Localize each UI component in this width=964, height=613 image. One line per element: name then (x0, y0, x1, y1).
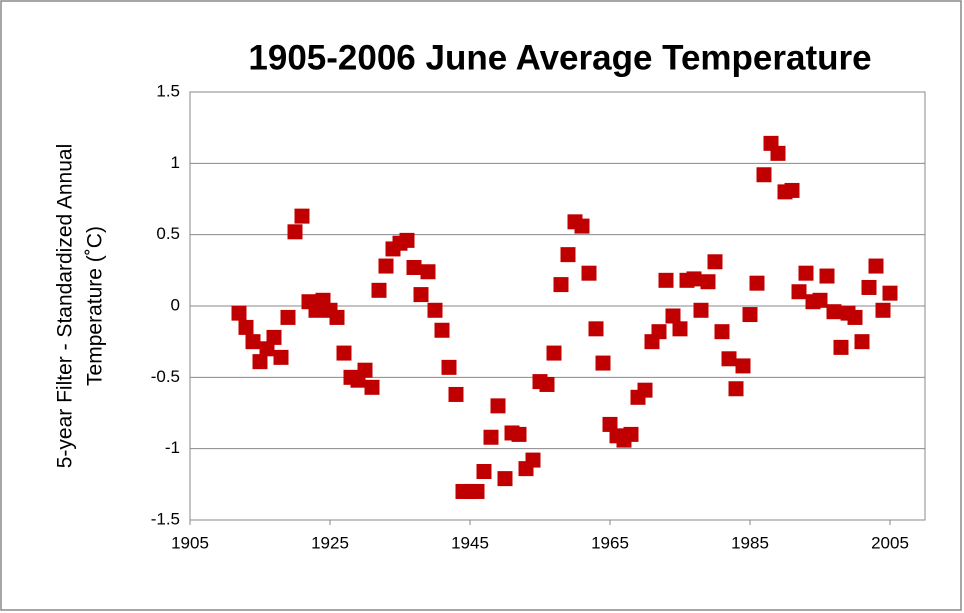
point (602, 416, 618, 432)
point (637, 382, 653, 398)
point (560, 247, 576, 263)
point (847, 309, 863, 325)
point (245, 334, 261, 350)
point (721, 351, 737, 367)
point (833, 339, 849, 355)
point (413, 287, 429, 303)
y-tick-label: 0 (171, 295, 180, 314)
point (420, 264, 436, 280)
point (742, 307, 758, 323)
point (280, 309, 296, 325)
y-tick-label: -1.5 (151, 509, 180, 528)
point (448, 386, 464, 402)
point (371, 282, 387, 298)
point (406, 259, 422, 275)
point (798, 265, 814, 281)
y-tick-label: -1 (165, 438, 180, 457)
point (875, 302, 891, 318)
point (770, 145, 786, 161)
point (784, 182, 800, 198)
point (231, 305, 247, 321)
point (651, 324, 667, 340)
point (819, 268, 835, 284)
point (595, 355, 611, 371)
point (707, 254, 723, 270)
point (476, 463, 492, 479)
y-tick-label: 1 (171, 153, 180, 172)
point (693, 302, 709, 318)
point (826, 304, 842, 320)
point (672, 321, 688, 337)
x-tick-label: 1985 (731, 533, 769, 552)
x-tick-label: 1965 (591, 533, 629, 552)
point (714, 324, 730, 340)
y-tick-label: 1.5 (156, 81, 180, 100)
point (336, 345, 352, 361)
x-tick-label: 1925 (311, 533, 349, 552)
point (756, 167, 772, 183)
x-tick-label: 1945 (451, 533, 489, 552)
point (469, 483, 485, 499)
point (497, 471, 513, 487)
point (728, 381, 744, 397)
point (490, 398, 506, 414)
point (686, 271, 702, 287)
point (868, 258, 884, 274)
point (399, 232, 415, 248)
y-axis-label: 5-year Filter - Standardized Annual (54, 144, 77, 469)
point (791, 284, 807, 300)
point (259, 341, 275, 357)
point (511, 426, 527, 442)
point (665, 308, 681, 324)
point (854, 334, 870, 350)
point (812, 292, 828, 308)
point (735, 358, 751, 374)
chart-title: 1905-2006 June Average Temperature (248, 38, 871, 77)
point (623, 426, 639, 442)
point (882, 285, 898, 301)
point (861, 279, 877, 295)
point (378, 258, 394, 274)
point (357, 362, 373, 378)
x-tick-label: 2005 (871, 533, 909, 552)
point (287, 224, 303, 240)
point (574, 218, 590, 234)
point (581, 265, 597, 281)
point (553, 277, 569, 293)
point (546, 345, 562, 361)
point (658, 272, 674, 288)
y-tick-label: 0.5 (156, 224, 180, 243)
point (539, 376, 555, 392)
point (294, 208, 310, 224)
point (525, 452, 541, 468)
point (434, 322, 450, 338)
y-axis-label: Temperature (˚C) (84, 226, 107, 386)
point (252, 354, 268, 370)
point (273, 349, 289, 365)
point (238, 319, 254, 335)
point (700, 274, 716, 290)
y-tick-label: -0.5 (151, 367, 180, 386)
point (329, 309, 345, 325)
point (749, 275, 765, 291)
point (441, 359, 457, 375)
point (364, 379, 380, 395)
point (483, 429, 499, 445)
point (427, 302, 443, 318)
plot-border (189, 91, 926, 521)
point (588, 321, 604, 337)
x-tick-label: 1905 (171, 533, 209, 552)
point (266, 329, 282, 345)
